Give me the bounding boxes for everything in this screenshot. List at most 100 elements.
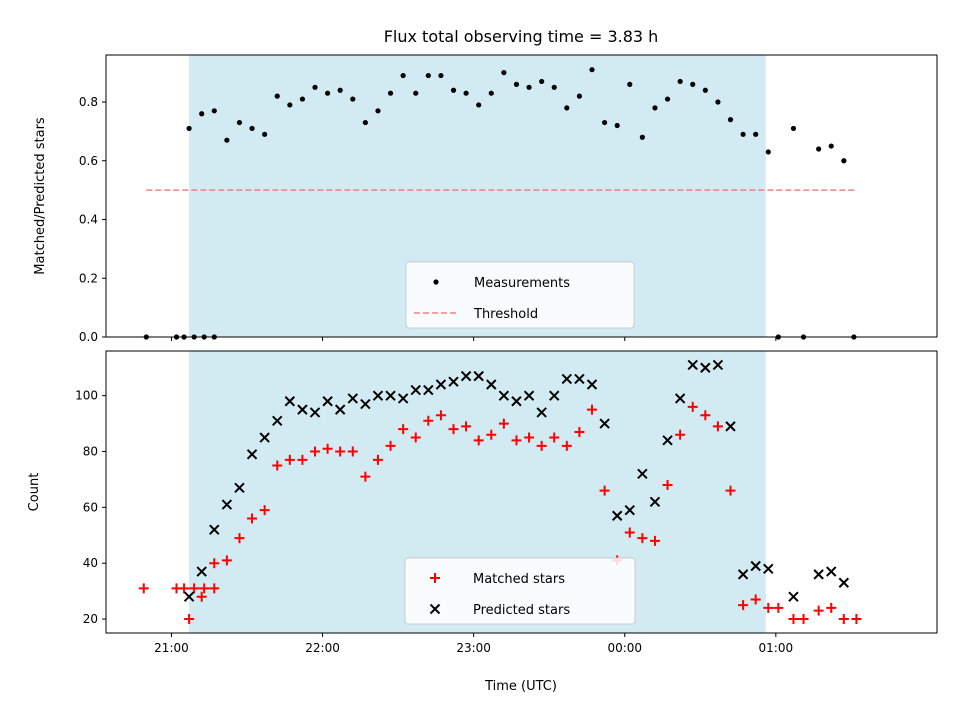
matched-star-point — [398, 424, 409, 435]
matched-star-point — [587, 404, 598, 415]
measurement-point — [287, 102, 293, 108]
measurement-point — [690, 81, 696, 87]
predicted-star-point — [334, 404, 346, 415]
predicted-star-point — [813, 569, 824, 580]
measurement-point — [186, 125, 192, 132]
measurement-point — [841, 158, 847, 164]
y-tick-label: 0.4 — [79, 213, 98, 227]
y-tick-label: 80 — [83, 445, 98, 459]
predicted-star-point — [674, 393, 686, 404]
measurement-point — [199, 111, 205, 117]
measurement-point — [753, 131, 759, 137]
predicted-star-point — [460, 370, 472, 382]
matched-star-point — [649, 535, 660, 546]
y-tick-label: 40 — [83, 556, 98, 570]
predicted-star-point — [221, 499, 233, 510]
matched-star-point — [574, 426, 585, 437]
measurement-point — [564, 105, 570, 111]
matched-star-point — [372, 454, 383, 465]
matched-star-point — [599, 485, 610, 496]
predicted-star-point — [360, 398, 371, 410]
measurement-point — [576, 93, 583, 99]
predicted-star-point — [750, 560, 761, 572]
predicted-star-point — [297, 404, 308, 415]
measurement-point — [463, 90, 469, 96]
matched-star-point — [209, 583, 220, 594]
measurement-point — [274, 93, 280, 99]
measurement-point — [450, 87, 457, 93]
matched-star-point — [284, 454, 295, 465]
predicted-star-point — [574, 373, 585, 385]
measurement-point — [677, 78, 683, 85]
legend-label: Predicted stars — [473, 603, 570, 618]
matched-star-point — [750, 594, 761, 605]
measurement-point — [727, 117, 734, 123]
predicted-star-point — [234, 482, 245, 494]
measurement-point — [790, 125, 797, 132]
predicted-star-point — [347, 393, 358, 404]
legend-marker-x — [429, 603, 441, 615]
matched-star-point — [788, 614, 799, 625]
measurement-point — [312, 84, 318, 90]
x-tick-label: 22:00 — [305, 641, 340, 655]
predicted-star-point — [423, 384, 434, 396]
predicted-star-point — [385, 390, 396, 401]
legend-label: Matched stars — [473, 572, 565, 587]
predicted-star-point — [209, 524, 220, 535]
predicted-star-point — [561, 373, 573, 385]
measurement-point — [639, 134, 645, 140]
legend-marker-plus — [430, 573, 440, 583]
matched-star-point — [385, 440, 396, 451]
matched-star-point — [536, 440, 547, 451]
predicted-star-point — [322, 396, 333, 407]
predicted-star-point — [246, 449, 258, 460]
predicted-star-point — [725, 421, 736, 432]
matched-star-point — [410, 432, 421, 443]
predicted-star-point — [410, 384, 421, 396]
measurement-point — [413, 90, 419, 96]
predicted-star-point — [637, 468, 648, 480]
matched-star-point — [234, 533, 245, 544]
x-tick-label: 01:00 — [759, 641, 794, 655]
measurement-point — [828, 143, 834, 149]
predicted-star-point — [511, 396, 522, 407]
matched-star-point — [209, 558, 220, 569]
x-tick-label: 21:00 — [154, 641, 189, 655]
measurement-point — [337, 87, 343, 93]
predicted-star-point — [700, 362, 711, 373]
measurement-point — [526, 84, 532, 90]
matched-star-point — [511, 435, 522, 446]
matched-star-point — [561, 440, 572, 451]
predicted-star-point — [624, 504, 635, 516]
matched-star-point — [221, 555, 232, 566]
matched-star-point — [322, 443, 333, 454]
predicted-star-point — [259, 432, 270, 443]
matched-star-point — [189, 583, 200, 594]
matched-star-point — [184, 614, 195, 625]
matched-star-point — [662, 480, 673, 491]
measurement-point — [325, 90, 331, 96]
legend-box — [405, 261, 635, 329]
predicted-star-point — [763, 563, 774, 574]
matched-star-point — [310, 446, 321, 457]
matched-star-point — [461, 421, 472, 432]
matched-star-point — [196, 591, 207, 602]
y-tick-label: 0.2 — [79, 271, 98, 285]
matched-star-point — [259, 505, 270, 516]
matched-star-point — [773, 602, 784, 613]
matched-star-point — [423, 415, 434, 426]
matched-star-point — [435, 410, 446, 421]
measurement-point — [425, 72, 431, 79]
measurement-point — [236, 119, 243, 126]
predicted-star-point — [788, 591, 799, 602]
y-tick-label: 0.6 — [79, 154, 98, 168]
measurement-point — [438, 72, 444, 79]
predicted-star-point — [473, 370, 484, 382]
legend: Measurements Threshold — [405, 261, 635, 329]
measurement-point — [816, 146, 822, 152]
matched-star-point — [360, 471, 371, 482]
measurement-point — [299, 96, 306, 102]
measurement-point — [627, 81, 633, 87]
measurement-point — [702, 87, 708, 93]
measurement-point — [375, 108, 381, 114]
